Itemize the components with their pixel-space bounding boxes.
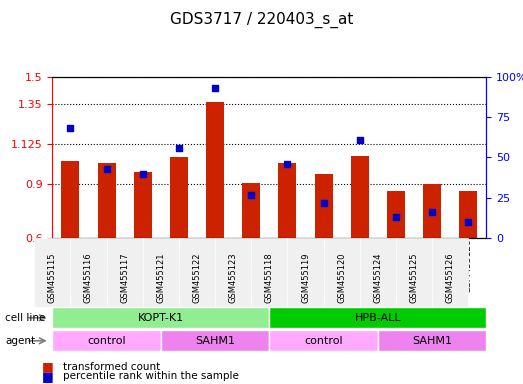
Text: GDS3717 / 220403_s_at: GDS3717 / 220403_s_at bbox=[170, 12, 353, 28]
Text: GSM455120: GSM455120 bbox=[355, 238, 365, 293]
Text: GSM455125: GSM455125 bbox=[428, 238, 437, 293]
Text: KOPT-K1: KOPT-K1 bbox=[138, 313, 184, 323]
Point bbox=[66, 125, 75, 131]
Text: GSM455126: GSM455126 bbox=[446, 253, 454, 303]
Text: GSM455124: GSM455124 bbox=[391, 238, 401, 293]
Text: GSM455119: GSM455119 bbox=[301, 253, 310, 303]
Point bbox=[428, 209, 436, 215]
Bar bbox=[97, 163, 116, 238]
Text: agent: agent bbox=[5, 336, 36, 346]
Bar bbox=[170, 157, 188, 238]
Text: cell line: cell line bbox=[5, 313, 46, 323]
Text: control: control bbox=[87, 336, 126, 346]
Point bbox=[139, 170, 147, 177]
Text: GSM455124: GSM455124 bbox=[373, 253, 382, 303]
Text: control: control bbox=[304, 336, 343, 346]
Text: GSM455120: GSM455120 bbox=[337, 253, 346, 303]
Bar bbox=[387, 192, 405, 238]
Text: transformed count: transformed count bbox=[63, 362, 160, 372]
Text: GSM455121: GSM455121 bbox=[156, 253, 165, 303]
Text: GSM455116: GSM455116 bbox=[84, 253, 93, 303]
Text: GSM455115: GSM455115 bbox=[66, 238, 75, 293]
Bar bbox=[423, 184, 441, 238]
Bar bbox=[278, 163, 297, 238]
Text: GSM455118: GSM455118 bbox=[265, 253, 274, 303]
Text: SAHM1: SAHM1 bbox=[412, 336, 452, 346]
Bar bbox=[314, 174, 333, 238]
Point bbox=[320, 200, 328, 206]
Text: GSM455121: GSM455121 bbox=[174, 238, 184, 293]
Point bbox=[247, 192, 255, 198]
Text: ■: ■ bbox=[42, 370, 53, 383]
Text: SAHM1: SAHM1 bbox=[195, 336, 235, 346]
Point bbox=[356, 137, 364, 143]
Bar bbox=[61, 161, 79, 238]
Text: HPB-ALL: HPB-ALL bbox=[355, 313, 401, 323]
Text: GSM455117: GSM455117 bbox=[120, 253, 129, 303]
Point bbox=[175, 145, 183, 151]
Bar bbox=[134, 172, 152, 238]
Bar bbox=[351, 156, 369, 238]
Text: GSM455116: GSM455116 bbox=[102, 238, 111, 293]
Text: ■: ■ bbox=[42, 360, 53, 373]
Text: GSM455122: GSM455122 bbox=[192, 253, 201, 303]
Point bbox=[211, 85, 219, 91]
Text: GSM455117: GSM455117 bbox=[138, 238, 147, 293]
Point bbox=[103, 166, 111, 172]
Text: GSM455123: GSM455123 bbox=[229, 253, 237, 303]
Bar bbox=[242, 182, 260, 238]
Text: GSM455115: GSM455115 bbox=[48, 253, 57, 303]
Text: GSM455123: GSM455123 bbox=[247, 238, 256, 293]
Text: GSM455122: GSM455122 bbox=[211, 238, 220, 293]
Text: GSM455119: GSM455119 bbox=[319, 238, 328, 293]
Bar bbox=[459, 192, 477, 238]
Text: GSM455118: GSM455118 bbox=[283, 238, 292, 293]
Point bbox=[392, 214, 400, 220]
Bar bbox=[206, 102, 224, 238]
Text: GSM455125: GSM455125 bbox=[410, 253, 418, 303]
Text: percentile rank within the sample: percentile rank within the sample bbox=[63, 371, 238, 381]
Point bbox=[464, 219, 472, 225]
Text: GSM455126: GSM455126 bbox=[464, 238, 473, 293]
Point bbox=[283, 161, 292, 167]
